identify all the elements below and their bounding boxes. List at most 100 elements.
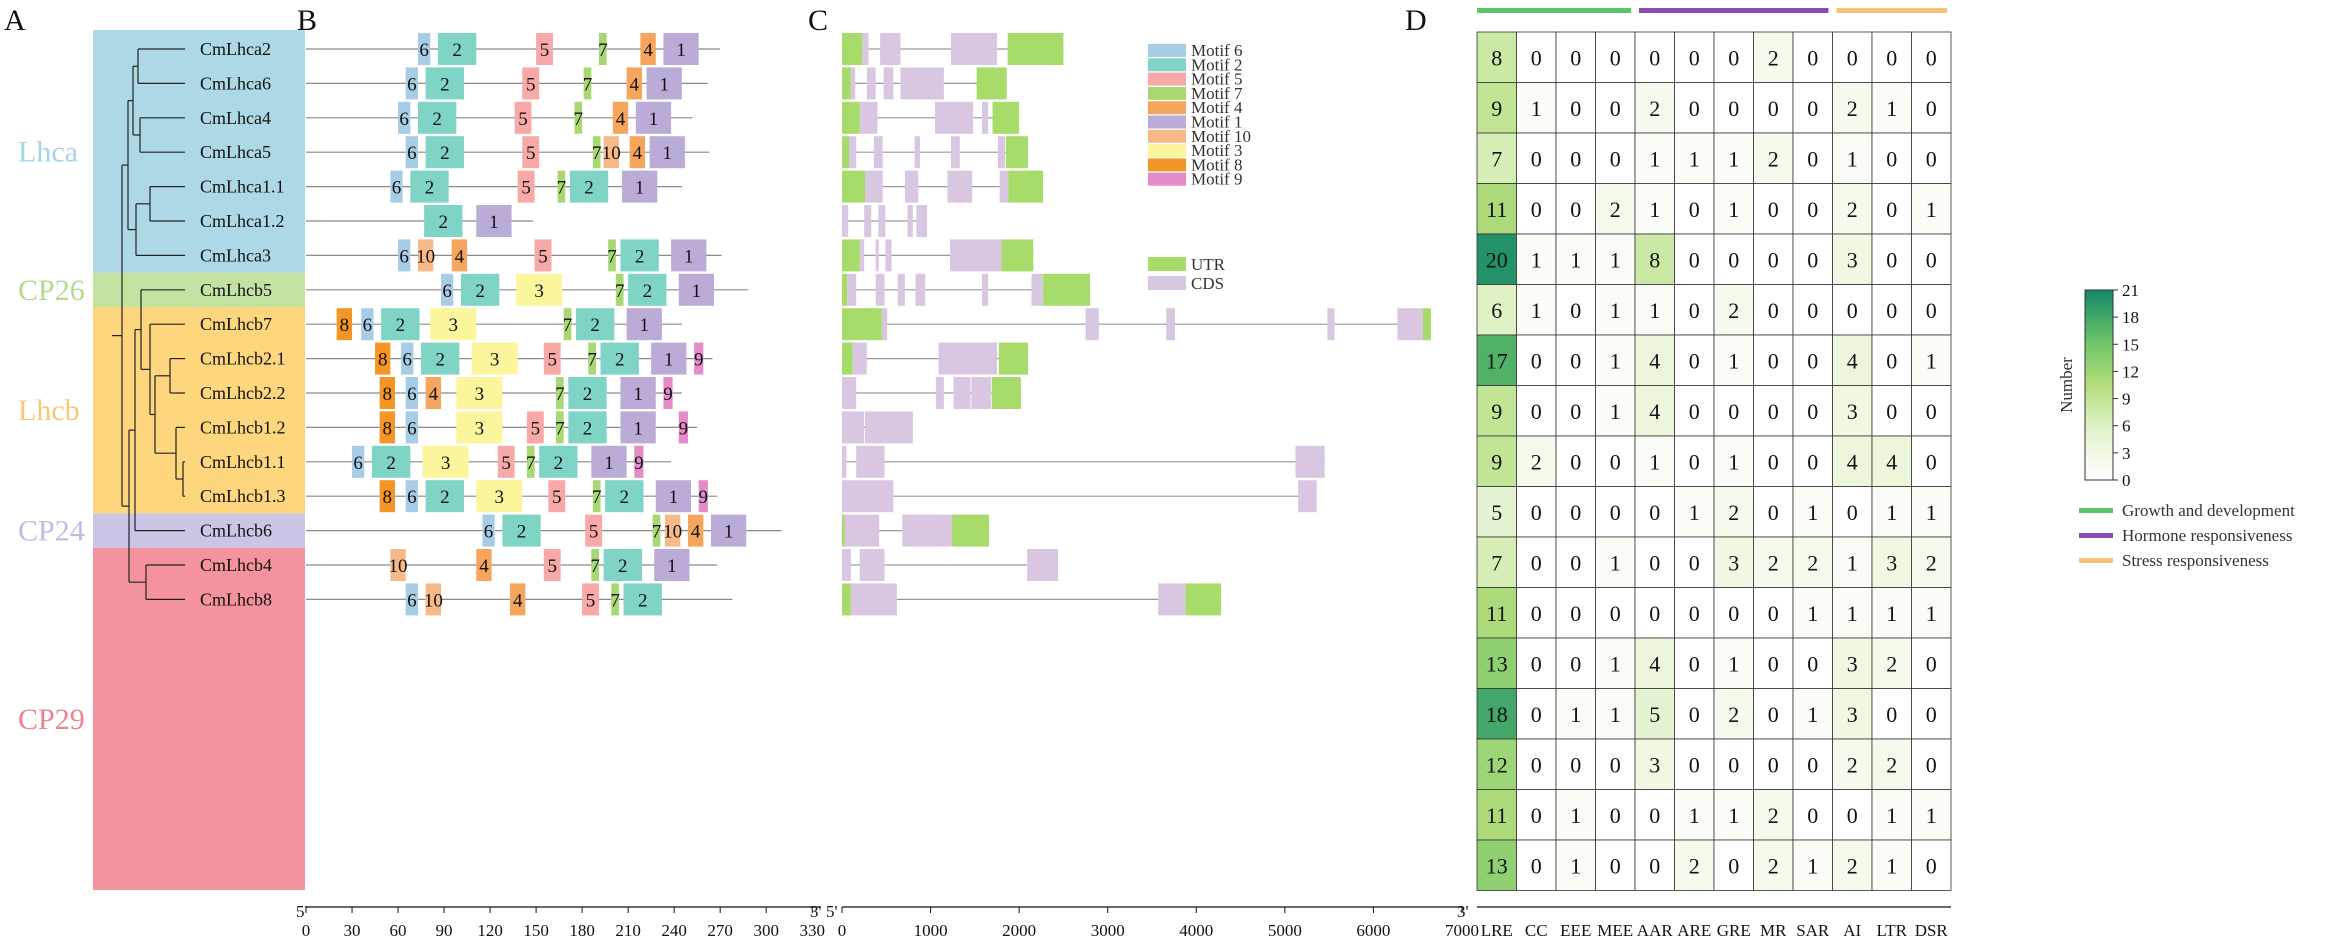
- heatmap-cell: [1595, 31, 1636, 83]
- heatmap-value: 0: [1610, 146, 1621, 171]
- legend-label: Motif 3: [1191, 141, 1242, 160]
- motif-number: 6: [392, 178, 402, 199]
- heatmap-value: 0: [1926, 298, 1937, 323]
- heatmap-cell: [1476, 738, 1517, 790]
- heatmap-value: 0: [1570, 45, 1581, 70]
- heatmap-value: 0: [1886, 146, 1897, 171]
- colorbar-tick-label: 18: [2122, 308, 2139, 327]
- motif-box: [585, 514, 603, 547]
- motif-number: 7: [587, 350, 597, 371]
- heatmap-value: 1: [1610, 247, 1621, 272]
- cds-block: [859, 549, 885, 581]
- colorbar-tick-label: 0: [2122, 471, 2131, 490]
- motif-number: 2: [432, 109, 442, 130]
- legend-swatch: [1148, 144, 1186, 158]
- motif-box: [398, 239, 411, 272]
- motif-box: [663, 33, 699, 65]
- motif-box: [375, 342, 391, 375]
- cds-legend-swatch: [1148, 276, 1186, 290]
- cds-block: [865, 411, 913, 444]
- heatmap-value: 0: [1768, 399, 1779, 424]
- heatmap-cell: [1555, 738, 1596, 790]
- heatmap-cell: [1792, 587, 1833, 639]
- heatmap-value: 1: [1926, 803, 1937, 828]
- heatmap-value: 0: [1768, 500, 1779, 525]
- motif-number: 1: [639, 315, 649, 336]
- heatmap-value: 0: [1610, 449, 1621, 474]
- heatmap-cell: [1832, 233, 1873, 285]
- cds-block: [916, 205, 928, 237]
- cds-block: [885, 239, 892, 272]
- motif-number: 1: [633, 418, 643, 439]
- heatmap-cell: [1871, 233, 1912, 285]
- motif-number: 1: [684, 246, 694, 267]
- heatmap-cell: [1595, 132, 1636, 184]
- heatmap-value: 0: [1610, 96, 1621, 121]
- heatmap-value: 0: [1570, 197, 1581, 222]
- legend-label: Motif 4: [1191, 98, 1243, 117]
- motif-box: [655, 480, 692, 513]
- heatmap-cell: [1871, 688, 1912, 740]
- motif-number: 1: [692, 281, 702, 302]
- five-prime-label-c: 5': [826, 902, 838, 921]
- heatmap-cell: [1516, 738, 1557, 790]
- heatmap-column-label: AAR: [1637, 921, 1674, 940]
- axis-b-tick-label: 30: [344, 921, 361, 940]
- motif-number: 7: [557, 178, 567, 199]
- motif-number: 8: [383, 418, 393, 439]
- heatmap-value: 8: [1649, 247, 1660, 272]
- heatmap-cell: [1753, 688, 1794, 740]
- motif-number: 2: [638, 590, 648, 611]
- gene-label: CmLhca2: [200, 39, 271, 59]
- motif-box: [582, 583, 599, 616]
- motif-box: [417, 33, 431, 65]
- heatmap-value: 2: [1728, 298, 1739, 323]
- heatmap-cell: [1871, 31, 1912, 83]
- motif-number: 5: [540, 40, 550, 61]
- heatmap-value: 1: [1847, 601, 1858, 626]
- utr-block: [1001, 239, 1034, 272]
- motif-number: 1: [667, 556, 677, 577]
- heatmap-cell: [1871, 536, 1912, 588]
- motif-box: [634, 445, 644, 478]
- motif-box: [620, 239, 659, 272]
- motif-box: [539, 445, 578, 478]
- motif-number: 2: [440, 143, 450, 164]
- heatmap-cell: [1832, 637, 1873, 689]
- heatmap-cell: [1713, 233, 1754, 285]
- motif-number: 6: [407, 418, 417, 439]
- motif-number: 9: [663, 384, 673, 405]
- heatmap-value: 4: [1649, 348, 1660, 373]
- heatmap-value: 1: [1807, 601, 1818, 626]
- category-legend-swatch: [2079, 558, 2113, 563]
- utr-block: [842, 33, 863, 65]
- heatmap-value: 0: [1807, 803, 1818, 828]
- motif-number: 6: [407, 74, 417, 95]
- cds-block: [880, 33, 901, 65]
- heatmap-value: 0: [1689, 96, 1700, 121]
- heatmap-cell: [1713, 435, 1754, 487]
- heatmap-value: 0: [1728, 752, 1739, 777]
- category-legend-swatch: [2079, 508, 2113, 513]
- heatmap-value: 0: [1570, 550, 1581, 575]
- motif-box: [422, 445, 469, 478]
- heatmap-value: 1: [1886, 853, 1897, 878]
- heatmap-cell: [1832, 31, 1873, 83]
- gene-label: CmLhcb2.2: [200, 383, 286, 403]
- motif-number: 2: [583, 384, 593, 405]
- utr-block: [842, 239, 860, 272]
- heatmap-cell: [1911, 284, 1952, 336]
- heatmap-value: 0: [1531, 853, 1542, 878]
- gene-label: CmLhca6: [200, 73, 271, 93]
- heatmap-cell: [1753, 789, 1794, 841]
- heatmap-value: 0: [1649, 803, 1660, 828]
- heatmap-value: 2: [1649, 96, 1660, 121]
- motif-box: [405, 583, 418, 616]
- motif-box: [592, 136, 601, 169]
- motif-box: [556, 377, 564, 409]
- motif-box: [516, 273, 563, 306]
- axis-b-tick-label: 210: [615, 921, 641, 940]
- axis-c-tick-label: 2000: [1002, 921, 1036, 940]
- motif-box: [482, 514, 495, 547]
- heatmap-cell: [1476, 789, 1517, 841]
